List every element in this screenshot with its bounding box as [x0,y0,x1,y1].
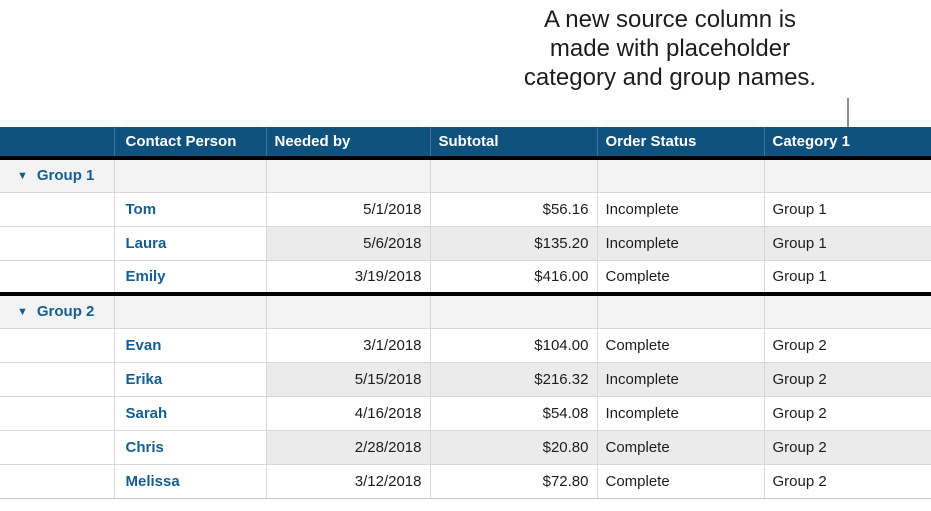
callout-pointer-line [847,98,849,127]
table-row: Melissa 3/12/2018 $72.80 Complete Group … [0,463,931,499]
empty-cell[interactable] [265,292,430,328]
subtotal-cell[interactable]: $72.80 [429,463,597,499]
column-header-contact-person[interactable]: Contact Person [113,127,266,160]
needed-by-cell[interactable]: 5/1/2018 [265,191,430,226]
contact-person-cell[interactable]: Chris [113,429,266,464]
group-label: Group 1 [36,167,95,185]
contact-person-cell[interactable]: Melissa [113,463,266,499]
category-cell[interactable]: Group 1 [763,225,931,260]
row-header-cell[interactable] [0,361,114,396]
subtotal-cell[interactable]: $54.08 [429,395,597,430]
row-header-cell[interactable] [0,191,114,226]
order-status-cell[interactable]: Complete [596,429,764,464]
row-header-cell[interactable] [0,463,114,499]
table-row: Emily 3/19/2018 $416.00 Complete Group 1 [0,259,931,294]
needed-by-cell[interactable]: 5/6/2018 [265,225,430,260]
column-header-subtotal[interactable]: Subtotal [429,127,597,160]
empty-cell[interactable] [763,157,931,192]
table-row: Erika 5/15/2018 $216.32 Incomplete Group… [0,361,931,396]
contact-person-cell[interactable]: Evan [113,327,266,362]
group-label: Group 2 [36,303,95,321]
empty-cell[interactable] [113,157,266,192]
callout-text-line: A new source column is [543,6,797,33]
category-cell[interactable]: Group 2 [763,429,931,464]
contact-person-cell[interactable]: Laura [113,225,266,260]
callout-text: A new source column is made with placeho… [460,5,880,92]
subtotal-cell[interactable]: $104.00 [429,327,597,362]
needed-by-cell[interactable]: 3/1/2018 [265,327,430,362]
subtotal-cell[interactable]: $416.00 [429,259,597,294]
category-cell[interactable]: Group 2 [763,395,931,430]
needed-by-cell[interactable]: 5/15/2018 [265,361,430,396]
category-cell[interactable]: Group 2 [763,463,931,499]
subtotal-cell[interactable]: $20.80 [429,429,597,464]
subtotal-cell[interactable]: $56.16 [429,191,597,226]
table-row: Chris 2/28/2018 $20.80 Complete Group 2 [0,429,931,464]
order-status-cell[interactable]: Incomplete [596,191,764,226]
contact-person-cell[interactable]: Sarah [113,395,266,430]
row-header-cell[interactable] [0,395,114,430]
category-cell[interactable]: Group 1 [763,191,931,226]
order-status-cell[interactable]: Incomplete [596,225,764,260]
table-row: Tom 5/1/2018 $56.16 Incomplete Group 1 [0,191,931,226]
disclosure-triangle-icon[interactable]: ▼ [17,306,28,319]
subtotal-cell[interactable]: $216.32 [429,361,597,396]
column-header-needed-by[interactable]: Needed by [265,127,430,160]
table-header-row: Contact Person Needed by Subtotal Order … [0,127,931,160]
category-cell[interactable]: Group 2 [763,361,931,396]
order-status-cell[interactable]: Complete [596,259,764,294]
needed-by-cell[interactable]: 3/12/2018 [265,463,430,499]
table-row: Laura 5/6/2018 $135.20 Incomplete Group … [0,225,931,260]
empty-cell[interactable] [763,292,931,328]
needed-by-cell[interactable]: 2/28/2018 [265,429,430,464]
contact-person-cell[interactable]: Erika [113,361,266,396]
row-header-cell[interactable] [0,225,114,260]
empty-cell[interactable] [429,292,597,328]
categorized-table: Contact Person Needed by Subtotal Order … [0,127,931,499]
table-row: Evan 3/1/2018 $104.00 Complete Group 2 [0,327,931,362]
contact-person-cell[interactable]: Tom [113,191,266,226]
order-status-cell[interactable]: Incomplete [596,395,764,430]
callout-text-line: category and group names. [523,64,817,91]
empty-cell[interactable] [429,157,597,192]
callout-text-line: made with placeholder [549,35,791,62]
empty-cell[interactable] [596,157,764,192]
needed-by-cell[interactable]: 3/19/2018 [265,259,430,294]
table-row: Sarah 4/16/2018 $54.08 Incomplete Group … [0,395,931,430]
contact-person-cell[interactable]: Emily [113,259,266,294]
empty-cell[interactable] [596,292,764,328]
group-header-row: ▼ Group 2 [0,292,931,328]
empty-cell[interactable] [265,157,430,192]
category-cell[interactable]: Group 2 [763,327,931,362]
column-header-order-status[interactable]: Order Status [596,127,764,160]
row-header-corner-cell[interactable] [0,127,114,160]
subtotal-cell[interactable]: $135.20 [429,225,597,260]
order-status-cell[interactable]: Incomplete [596,361,764,396]
column-header-category-1[interactable]: Category 1 [763,127,931,160]
disclosure-triangle-icon[interactable]: ▼ [17,170,28,183]
group-header-row: ▼ Group 1 [0,157,931,192]
order-status-cell[interactable]: Complete [596,327,764,362]
category-cell[interactable]: Group 1 [763,259,931,294]
row-header-cell[interactable] [0,259,114,294]
empty-cell[interactable] [113,292,266,328]
row-header-cell[interactable] [0,327,114,362]
group-row-label-cell[interactable]: ▼ Group 1 [0,157,114,192]
group-row-label-cell[interactable]: ▼ Group 2 [0,292,114,328]
row-header-cell[interactable] [0,429,114,464]
needed-by-cell[interactable]: 4/16/2018 [265,395,430,430]
order-status-cell[interactable]: Complete [596,463,764,499]
